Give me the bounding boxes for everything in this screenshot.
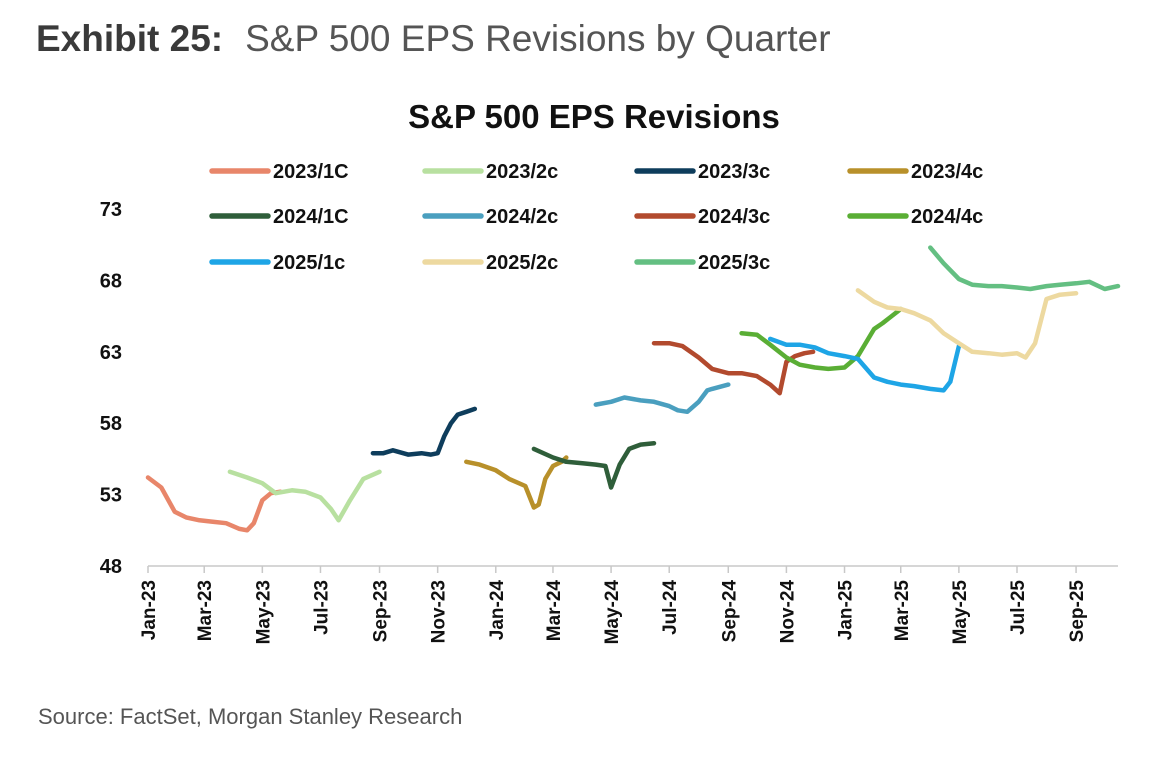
x-tick-label: Sep-23 [371,580,392,642]
legend-item: 2023/1C [209,161,349,183]
legend-label: 2025/2c [486,252,558,274]
y-tick-label: 53 [100,485,122,507]
x-tick-label: May-24 [602,580,623,645]
plot-area [145,245,1121,533]
legend-item: 2025/1c [209,252,345,274]
x-tick-label: Jul-25 [1008,580,1029,635]
y-tick-label: 58 [100,413,122,435]
x-tick-label: Jul-24 [660,580,681,635]
legend-item: 2025/3c [634,252,770,274]
legend-label: 2024/2c [486,206,558,228]
series-line-2024-3c [651,340,816,396]
x-tick-label: Jan-24 [487,580,508,641]
legend-item: 2024/4c [847,206,983,228]
legend-item: 2023/4c [847,161,983,183]
legend-item: 2025/2c [422,252,558,274]
legend-label: 2025/3c [698,252,770,274]
legend-item: 2024/1C [209,206,349,228]
series-line-2024-4c [739,306,904,372]
series-line-2025-1c [767,336,962,393]
x-tick-label: May-23 [253,580,274,644]
x-tick-label: Jul-23 [311,580,332,635]
y-tick-label: 73 [100,199,122,221]
x-tick-label: Mar-23 [195,580,216,641]
legend-label: 2024/3c [698,206,770,228]
chart-title: S&P 500 EPS Revisions [408,98,780,135]
y-tick-label: 48 [100,556,122,578]
series-line-2023-1c [145,475,283,533]
legend-label: 2024/4c [911,206,983,228]
legend-item: 2023/2c [422,161,558,183]
legend-item: 2024/3c [634,206,770,228]
source-note: Source: FactSet, Morgan Stanley Research [38,704,463,729]
eps-revisions-chart: S&P 500 EPS Revisions 2023/1C 2023/2c 2023… [100,98,1121,645]
legend-label: 2024/1C [273,206,349,228]
x-tick-label: Mar-25 [892,580,913,642]
series-line-2023-2c [227,469,382,523]
chart-legend: 2023/1C 2023/2c 2023/3c 2023/4c 2024/1C 2024/… [209,161,983,274]
series-line-2023-3c [370,406,478,457]
legend-label: 2023/4c [911,161,983,183]
exhibit-heading: Exhibit 25: S&P 500 EPS Revisions by Quar… [36,18,831,60]
y-axis: 48 53 58 63 68 73 [100,199,122,578]
y-tick-label: 63 [100,342,122,364]
x-tick-label: Sep-25 [1067,580,1088,643]
legend-item: 2024/2c [422,206,558,228]
series-line-2025-3c [928,245,1121,292]
x-tick-label: Nov-23 [429,580,450,643]
legend-label: 2023/1C [273,161,349,183]
legend-label: 2023/3c [698,161,770,183]
exhibit-label: Exhibit 25: [36,18,224,59]
exhibit-title: S&P 500 EPS Revisions by Quarter [245,18,831,59]
y-tick-label: 68 [100,270,122,292]
series-line-2023-4c [464,455,569,510]
series-line-2025-2c [855,288,1079,360]
legend-label: 2025/1c [273,252,345,274]
series-line-2024-2c [593,382,731,415]
legend-item: 2023/3c [634,161,770,183]
x-tick-label: Sep-24 [719,580,740,643]
series-line-2024-1c [531,440,657,490]
x-axis: Jan-23 Mar-23 May-23 Jul-23 Sep-23 Nov-23 Jan-… [139,565,1118,645]
x-tick-label: Mar-24 [544,580,565,642]
x-tick-label: Jan-23 [139,580,160,640]
x-tick-label: May-25 [950,580,971,645]
legend-label: 2023/2c [486,161,558,183]
x-tick-label: Jan-25 [836,580,857,641]
x-tick-label: Nov-24 [777,580,798,644]
